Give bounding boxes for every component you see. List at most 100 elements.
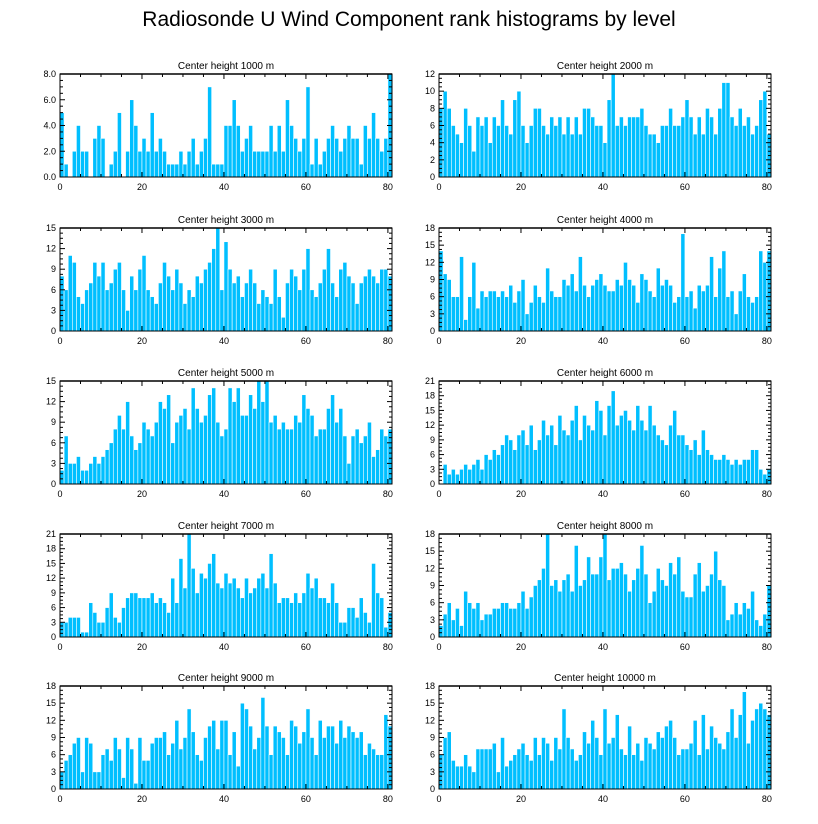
bar — [133, 289, 139, 332]
bar — [207, 563, 212, 638]
bar — [76, 456, 81, 485]
bar — [264, 587, 270, 638]
bar — [235, 765, 241, 790]
bar — [606, 405, 612, 485]
bar — [346, 125, 352, 178]
bar — [459, 625, 464, 638]
bar — [96, 125, 102, 178]
bar — [67, 754, 73, 790]
bar — [668, 720, 673, 790]
bar — [668, 108, 673, 178]
bar — [305, 572, 311, 638]
bar — [528, 596, 534, 638]
x-tick-label: 60 — [680, 642, 690, 652]
bar — [297, 602, 303, 638]
y-tick-label: 0 — [430, 326, 435, 336]
bar — [125, 737, 130, 790]
bar — [293, 725, 299, 790]
y-tick-label: 12 — [425, 420, 435, 430]
x-tick-label: 0 — [436, 794, 441, 804]
bar — [108, 442, 114, 485]
bar — [742, 273, 747, 332]
bar — [240, 296, 245, 332]
bar — [467, 468, 473, 485]
bar — [532, 449, 538, 485]
bar — [260, 401, 266, 485]
bar — [170, 442, 176, 485]
bar — [194, 275, 200, 332]
bar — [96, 463, 102, 485]
bar — [450, 296, 456, 332]
bar — [248, 125, 253, 178]
bar — [190, 568, 196, 638]
bar — [442, 613, 448, 638]
bar — [162, 731, 167, 790]
bar — [268, 754, 274, 790]
bar — [248, 394, 253, 485]
bar — [285, 282, 290, 332]
bar — [487, 290, 493, 332]
bar — [281, 737, 286, 790]
bar — [178, 150, 184, 178]
bar — [137, 268, 143, 332]
bar — [545, 434, 550, 485]
bar — [463, 464, 468, 485]
bar — [244, 708, 249, 790]
bar — [688, 116, 694, 178]
bar — [211, 163, 217, 178]
bar — [170, 742, 176, 790]
bar — [742, 691, 747, 790]
bar — [153, 602, 159, 638]
y-tick-label: 12 — [46, 715, 56, 725]
panel-6: Center height 6000 m 0 20 40 60 80 0 3 6 9 12 15 18 2… — [425, 368, 772, 499]
bar — [326, 408, 331, 485]
y-tick-label: 2 — [430, 155, 435, 165]
bar — [350, 282, 356, 332]
bar — [598, 125, 604, 178]
bar — [541, 568, 546, 638]
panel-title: Center height 8000 m — [557, 521, 653, 532]
bar — [639, 108, 645, 178]
bar — [330, 582, 335, 638]
bar — [569, 590, 575, 638]
y-tick-label: 9 — [51, 264, 56, 274]
bar — [446, 279, 452, 332]
bar — [309, 587, 315, 638]
y-tick-label: 3 — [51, 617, 56, 627]
bar — [446, 731, 452, 790]
y-tick-label: 3 — [430, 767, 435, 777]
bar — [705, 284, 710, 332]
bar — [742, 602, 747, 638]
bar — [487, 142, 493, 178]
panel-title: Center height 1000 m — [178, 61, 274, 72]
bar — [508, 608, 514, 638]
bar — [129, 99, 135, 178]
y-tick-label: 0 — [430, 479, 435, 489]
bar — [647, 405, 653, 485]
bar — [635, 568, 641, 638]
bar — [80, 150, 85, 178]
bar — [471, 608, 477, 638]
bar — [733, 602, 739, 638]
bar — [92, 612, 98, 638]
bar — [170, 577, 176, 638]
bar — [520, 742, 526, 790]
bar — [520, 279, 526, 332]
bar — [379, 268, 385, 332]
y-tick-label: 2.0 — [43, 146, 56, 156]
y-tick-label: 12 — [46, 244, 56, 254]
bar — [289, 125, 294, 178]
bar — [346, 463, 352, 485]
bar — [358, 597, 364, 638]
bar — [594, 279, 600, 332]
x-tick-label: 80 — [383, 642, 393, 652]
bar — [322, 150, 327, 178]
bar — [166, 612, 171, 638]
bar — [88, 282, 94, 332]
bar — [149, 742, 155, 790]
bar — [606, 290, 612, 332]
y-tick-label: 6 — [51, 438, 56, 448]
x-tick-label: 20 — [516, 642, 526, 652]
bar — [285, 597, 290, 638]
bar — [80, 303, 85, 332]
